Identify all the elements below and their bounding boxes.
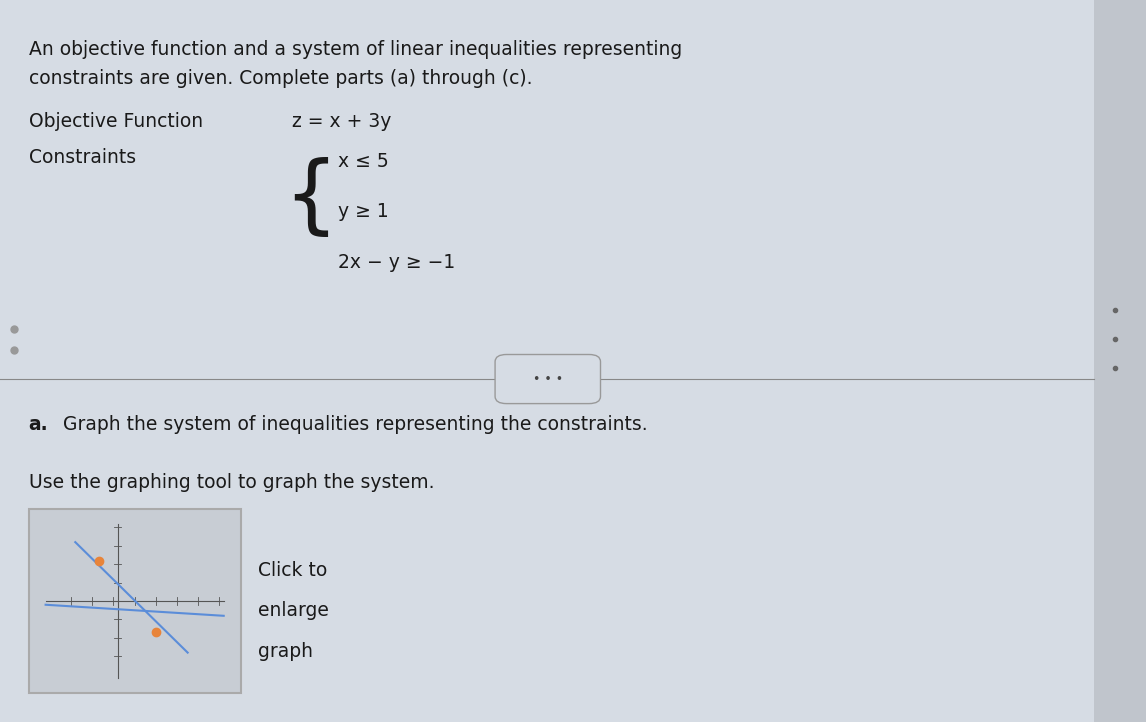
Text: • • •: • • • (533, 373, 563, 386)
Text: x ≤ 5: x ≤ 5 (338, 152, 388, 170)
Text: z = x + 3y: z = x + 3y (292, 112, 392, 131)
Text: Graph the system of inequalities representing the constraints.: Graph the system of inequalities represe… (63, 415, 647, 434)
Text: An objective function and a system of linear inequalities representing: An objective function and a system of li… (29, 40, 682, 58)
FancyBboxPatch shape (495, 355, 601, 404)
FancyBboxPatch shape (29, 509, 241, 693)
Text: 2x − y ≥ −1: 2x − y ≥ −1 (338, 253, 455, 271)
Text: Click to: Click to (258, 560, 327, 580)
FancyBboxPatch shape (1094, 0, 1146, 722)
Text: constraints are given. Complete parts (a) through (c).: constraints are given. Complete parts (a… (29, 69, 532, 87)
Text: Use the graphing tool to graph the system.: Use the graphing tool to graph the syste… (29, 473, 434, 492)
Text: graph: graph (258, 642, 313, 661)
Text: Constraints: Constraints (29, 148, 135, 167)
Text: y ≥ 1: y ≥ 1 (338, 202, 388, 221)
Text: a.: a. (29, 415, 48, 434)
Text: Objective Function: Objective Function (29, 112, 203, 131)
Text: enlarge: enlarge (258, 601, 329, 620)
Text: {: { (283, 157, 338, 240)
